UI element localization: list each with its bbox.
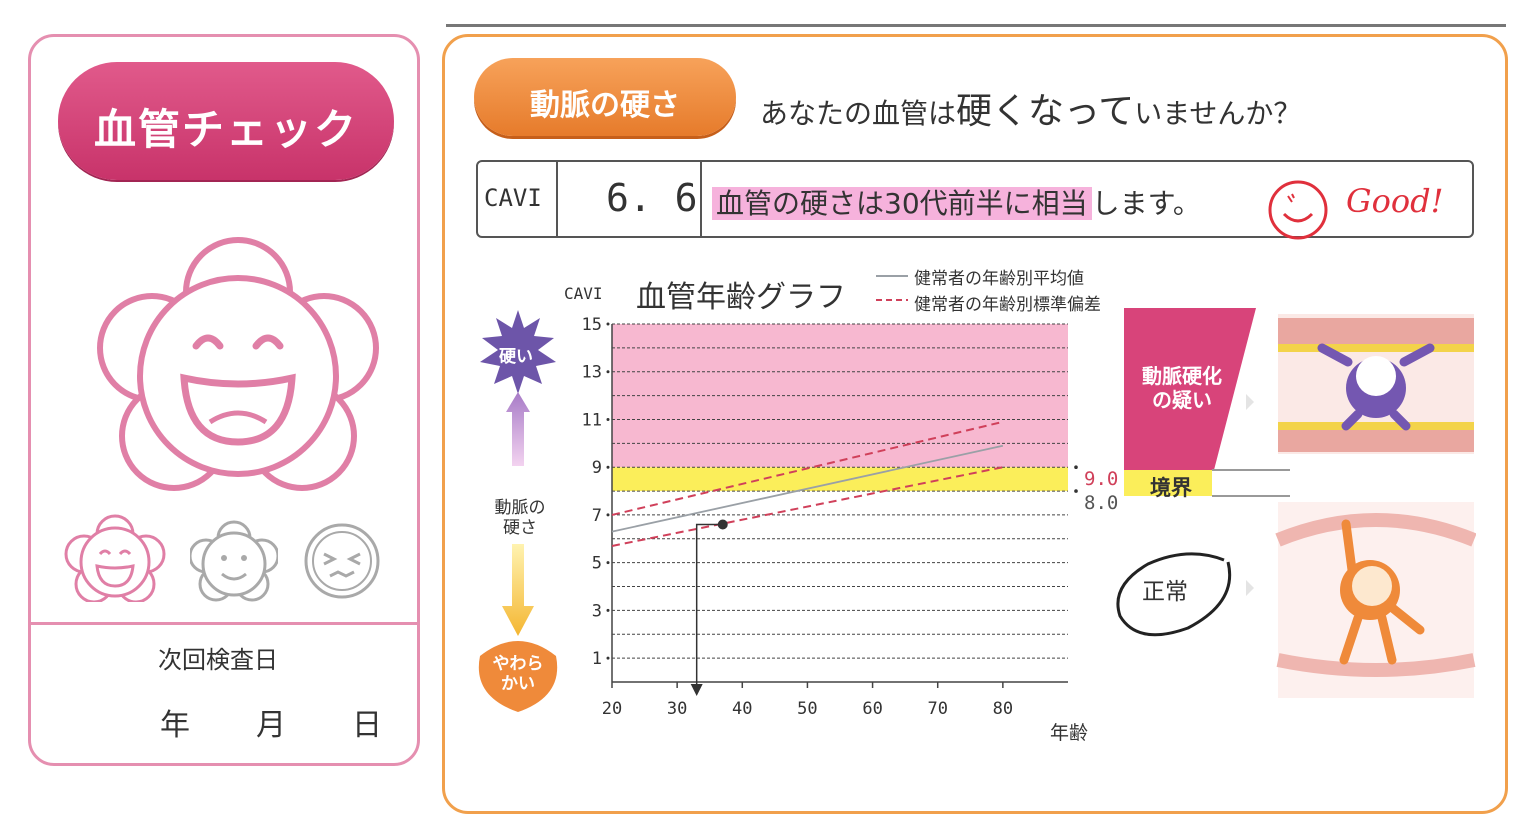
chart-x-tick-label: 40 (732, 699, 752, 719)
cavi-label: CAVI (484, 184, 542, 212)
top-rule (446, 24, 1506, 27)
chart-data-point (717, 519, 728, 530)
soft-line: やわら (492, 654, 544, 674)
result-divider (700, 162, 702, 236)
neutral-flower-icon (190, 520, 278, 602)
healthy-artery-illustration (1246, 502, 1476, 698)
chart-y-tick-label: 3 (592, 601, 602, 621)
chart-x-tick-label: 70 (927, 699, 947, 719)
normal-label: 正常 (1142, 579, 1188, 605)
chart-x-tick-label: 30 (667, 699, 687, 719)
check-card (28, 34, 420, 766)
chart-y-tick-mark (606, 513, 610, 517)
stiff-artery-illustration (1246, 314, 1474, 454)
result-highlight: 血管の硬さは30代前半に相当 (712, 187, 1092, 220)
suspicion-line: の疑い (1152, 388, 1212, 412)
chart-y-tick-mark (606, 608, 610, 612)
artery-hardness-line: 動脈の (494, 498, 546, 518)
graph-title: 血管年齢グラフ (636, 280, 846, 315)
vessel-check-badge: 血管チェック (58, 62, 394, 180)
chart-threshold-marker (1074, 465, 1078, 469)
good-stamp: Good! (1346, 182, 1444, 220)
chart-y-tick-label: 9 (592, 458, 602, 478)
chart-y-tick-label: 15 (582, 315, 602, 335)
smiling-flower-icon (97, 237, 379, 491)
headline: あなたの血管は硬くなっていませんか？ (760, 82, 1301, 134)
headline-post: いませんか？ (1134, 97, 1302, 130)
chart-y-tick-label: 11 (582, 410, 602, 430)
chart-y-tick-label: 1 (592, 649, 602, 669)
chart-projection-line (695, 523, 723, 690)
legend-std-dev: 健常者の年齢別標準偏差 (914, 295, 1101, 315)
card-divider (28, 622, 420, 625)
chart-y-tick-mark (606, 417, 610, 421)
result-rest: します。 (1091, 187, 1201, 220)
chart-y-tick-mark (606, 370, 610, 374)
soft-label: やわら かい (480, 654, 556, 694)
border-label: 境界 (1150, 476, 1192, 500)
chart-threshold-marker (1074, 489, 1078, 493)
cavi-value: 6. 6 (606, 176, 698, 220)
chart-x-tick-label: 50 (797, 699, 817, 719)
chart-series-line-1 (611, 420, 1004, 516)
artery-hardness-label: 動脈の 硬さ (486, 498, 554, 538)
stamp-smile-icon (1268, 180, 1328, 240)
month-label: 月 (256, 708, 286, 743)
threshold-8-label: 8.0 (1084, 492, 1119, 514)
artery-hardness-line: 硬さ (503, 518, 537, 538)
chart-x-tick-label: 60 (862, 699, 882, 719)
soft-line: かい (501, 674, 535, 694)
chart-zone-1 (612, 467, 1068, 492)
headline-pre: あなたの血管は (760, 97, 957, 130)
frowning-face-icon (304, 523, 380, 599)
suspicion-label: 動脈硬化 の疑い (1130, 364, 1234, 412)
hardness-arrow (478, 310, 558, 712)
chart-y-tick-mark (606, 465, 610, 469)
x-axis-title: 年齢 (1050, 722, 1089, 744)
next-exam-label: 次回検査日 (158, 646, 278, 674)
zone-indicator (1124, 308, 1290, 497)
threshold-9-label: 9.0 (1084, 468, 1119, 490)
chart-x-tick-label: 80 (993, 699, 1013, 719)
badge-title: 血管チェック (93, 105, 358, 154)
chart-y-tick-mark (606, 656, 610, 660)
section-label: 動脈の硬さ (530, 88, 680, 123)
result-divider (556, 162, 558, 236)
chart-series-line-2 (611, 466, 1004, 547)
smiling-flower-small-icon (64, 514, 166, 602)
chart-y-tick-mark (606, 561, 610, 565)
chart-x-tick-label: 20 (602, 699, 622, 719)
hard-label: 硬い (499, 347, 533, 367)
chart-series-line-0 (611, 444, 1004, 533)
chart-y-tick-label: 13 (582, 363, 602, 383)
result-box (476, 160, 1474, 238)
chart-y-tick-label: 5 (592, 554, 602, 574)
headline-emphasis: 硬くなって (956, 91, 1135, 132)
legend-average: 健常者の年齢別平均値 (914, 269, 1084, 289)
chart-y-tick-label: 7 (592, 506, 602, 526)
legend-swatches (876, 275, 908, 301)
chart-y-tick-mark (606, 322, 610, 326)
section-pill: 動脈の硬さ (474, 58, 736, 136)
result-text: 血管の硬さは30代前半に相当 します。 (712, 182, 1201, 222)
y-axis-title: CAVI (564, 284, 603, 303)
normal-circle (1116, 552, 1232, 637)
chart-projection-arrow (690, 684, 703, 696)
day-label: 日 (352, 708, 382, 743)
suspicion-line: 動脈硬化 (1142, 364, 1222, 388)
year-label: 年 (160, 708, 190, 743)
